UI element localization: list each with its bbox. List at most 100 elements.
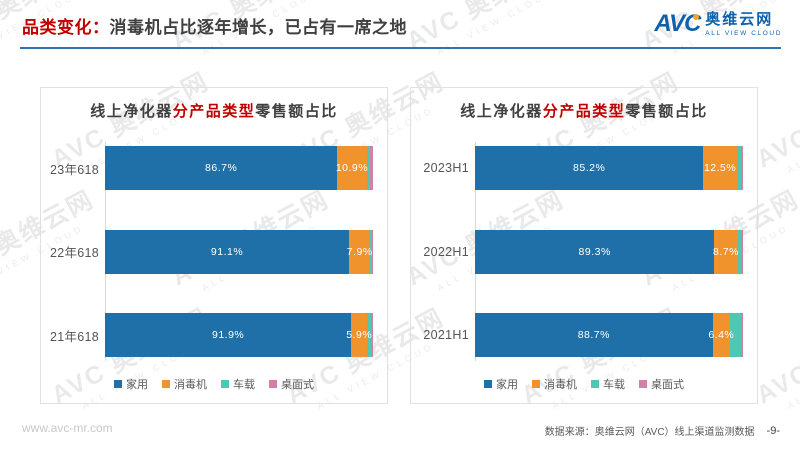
bar-segment-家用: 85.2% [475, 146, 704, 190]
bar-value-label: 5.9% [346, 329, 373, 341]
watermark-line2: ALL VIEW CLOUD [785, 341, 800, 412]
bar-value-label: 6.4% [708, 329, 735, 341]
bar-segment-车载 [736, 146, 741, 190]
bar-segment-家用: 89.3% [475, 229, 715, 274]
bar-segment-消毒机: 8.7% [713, 229, 739, 274]
legend-label: 车载 [233, 379, 255, 391]
bar-value-label: 12.5% [703, 162, 737, 174]
chart-legend: 家用 消毒机 车载 桌面式 [411, 376, 757, 392]
chart-title-part: 线上净化器 [460, 103, 543, 120]
avc-logo-dot-icon [693, 14, 700, 21]
bar-value-label: 8.7% [713, 245, 739, 258]
bar-segment-车载 [366, 146, 370, 190]
avc-logo: AVC 奥维云网 ALL VIEW CLOUD [654, 11, 782, 37]
bar-value-label: 88.7% [577, 329, 610, 341]
category-label: 2021H1 [423, 328, 469, 342]
avc-logo-text: 奥维云网 ALL VIEW CLOUD [705, 11, 782, 37]
bar-segment-家用: 86.7% [105, 146, 338, 190]
bar-track: 86.7% 10.9% [105, 146, 373, 190]
legend-item-桌面式: 桌面式 [639, 376, 684, 392]
bar-segment-家用: 91.9% [105, 313, 352, 357]
legend-item-桌面式: 桌面式 [269, 376, 314, 392]
bar-segment-桌面式 [740, 229, 743, 274]
chart-row: 2021H1 88.7% 6.4% [419, 313, 743, 357]
bar-track: 91.1% 7.9% [105, 229, 373, 274]
bar-value-label: 85.2% [573, 162, 606, 174]
chart-title: 线上净化器分产品类型零售额占比 [41, 88, 387, 121]
chart-row: 2023H1 85.2% 12.5% [419, 146, 743, 190]
bar-segment-消毒机: 5.9% [346, 313, 372, 357]
legend-item-家用: 家用 [114, 376, 148, 392]
bar-segment-家用: 91.1% [105, 229, 350, 274]
footer-data-source: 数据来源：奥维云网（AVC）线上渠道监测数据 [544, 427, 755, 438]
category-label: 23年618 [49, 162, 99, 177]
legend-label: 消毒机 [544, 379, 577, 391]
footer-website: www.avc-mr.com [22, 421, 113, 435]
avc-logo-en: ALL VIEW CLOUD [705, 29, 782, 37]
category-label: 2022H1 [423, 244, 469, 259]
category-label: 21年618 [49, 329, 99, 344]
bar-track: 89.3% 8.7% [475, 229, 743, 274]
legend-swatch [269, 380, 277, 388]
bar-value-label: 91.9% [212, 329, 245, 341]
bar-segment-车载 [729, 313, 741, 357]
bar-value-label: 86.7% [205, 162, 238, 174]
bar-segment-消毒机: 6.4% [708, 313, 734, 357]
bar-value-label: 89.3% [578, 245, 611, 258]
legend-swatch [162, 380, 170, 388]
legend-label: 桌面式 [281, 379, 314, 391]
page-title-tag: 品类变化： [22, 18, 110, 37]
bar-track: 91.9% 5.9% [105, 313, 373, 357]
bar-segment-车载 [367, 313, 371, 357]
bar-segment-桌面式 [371, 229, 373, 274]
bar-segment-消毒机: 7.9% [346, 229, 373, 274]
chart-row: 23年618 86.7% 10.9% [49, 146, 373, 190]
legend-label: 家用 [496, 379, 518, 391]
legend-item-消毒机: 消毒机 [162, 376, 207, 392]
bar-segment-家用: 88.7% [475, 313, 713, 357]
watermark-line2: ALL VIEW CLOUD [785, 105, 800, 176]
chart-legend: 家用 消毒机 车载 桌面式 [41, 376, 387, 392]
legend-label: 桌面式 [651, 379, 684, 391]
avc-logo-cn: 奥维云网 [705, 11, 774, 28]
bar-segment-消毒机: 12.5% [703, 146, 737, 190]
footer-right: 数据来源：奥维云网（AVC）线上渠道监测数据 -9- [544, 423, 780, 439]
legend-swatch [591, 380, 599, 388]
legend-swatch [484, 380, 492, 388]
legend-item-车载: 车载 [221, 376, 255, 392]
chart-row: 21年618 91.9% 5.9% [49, 313, 373, 357]
chart-title-part: 零售额占比 [625, 103, 708, 120]
bar-track: 85.2% 12.5% [475, 146, 743, 190]
bar-segment-桌面式 [740, 146, 743, 190]
bar-segment-消毒机: 10.9% [335, 146, 369, 190]
legend-item-家用: 家用 [484, 376, 518, 392]
chart-panel: 线上净化器分产品类型零售额占比 23年618 86.7% 10.9% 22年618 91… [40, 87, 388, 404]
bar-value-label: 7.9% [346, 245, 373, 258]
chart-rows: 23年618 86.7% 10.9% 22年618 91.1% 7.9% 21年618 91.… [49, 142, 373, 361]
bar-segment-车载 [737, 229, 741, 274]
bar-segment-桌面式 [740, 313, 743, 357]
chart-title-part: 线上净化器 [90, 103, 173, 120]
page-title: 品类变化：消毒机占比逐年增长，已占有一席之地 [22, 13, 407, 38]
legend-swatch [532, 380, 540, 388]
category-label: 2023H1 [423, 161, 469, 175]
footer-page-number: -9- [766, 424, 780, 437]
bar-track: 88.7% 6.4% [475, 313, 743, 357]
legend-label: 车载 [603, 379, 625, 391]
category-label: 22年618 [49, 246, 99, 260]
chart-title-part: 零售额占比 [255, 103, 338, 120]
legend-swatch [221, 380, 229, 388]
header-divider [20, 47, 781, 49]
legend-item-车载: 车载 [591, 376, 625, 392]
bar-value-label: 10.9% [335, 162, 369, 174]
legend-label: 消毒机 [174, 379, 207, 391]
chart-row: 2022H1 89.3% 8.7% [419, 229, 743, 274]
chart-panel: 线上净化器分产品类型零售额占比 2023H1 85.2% 12.5% 2022H1 89… [410, 87, 758, 404]
chart-row: 22年618 91.1% 7.9% [49, 229, 373, 274]
legend-label: 家用 [126, 379, 148, 391]
legend-item-消毒机: 消毒机 [532, 376, 577, 392]
watermark-line2: ALL VIEW CLOUD [435, 0, 556, 58]
bar-value-label: 91.1% [210, 245, 244, 258]
legend-swatch [639, 380, 647, 388]
